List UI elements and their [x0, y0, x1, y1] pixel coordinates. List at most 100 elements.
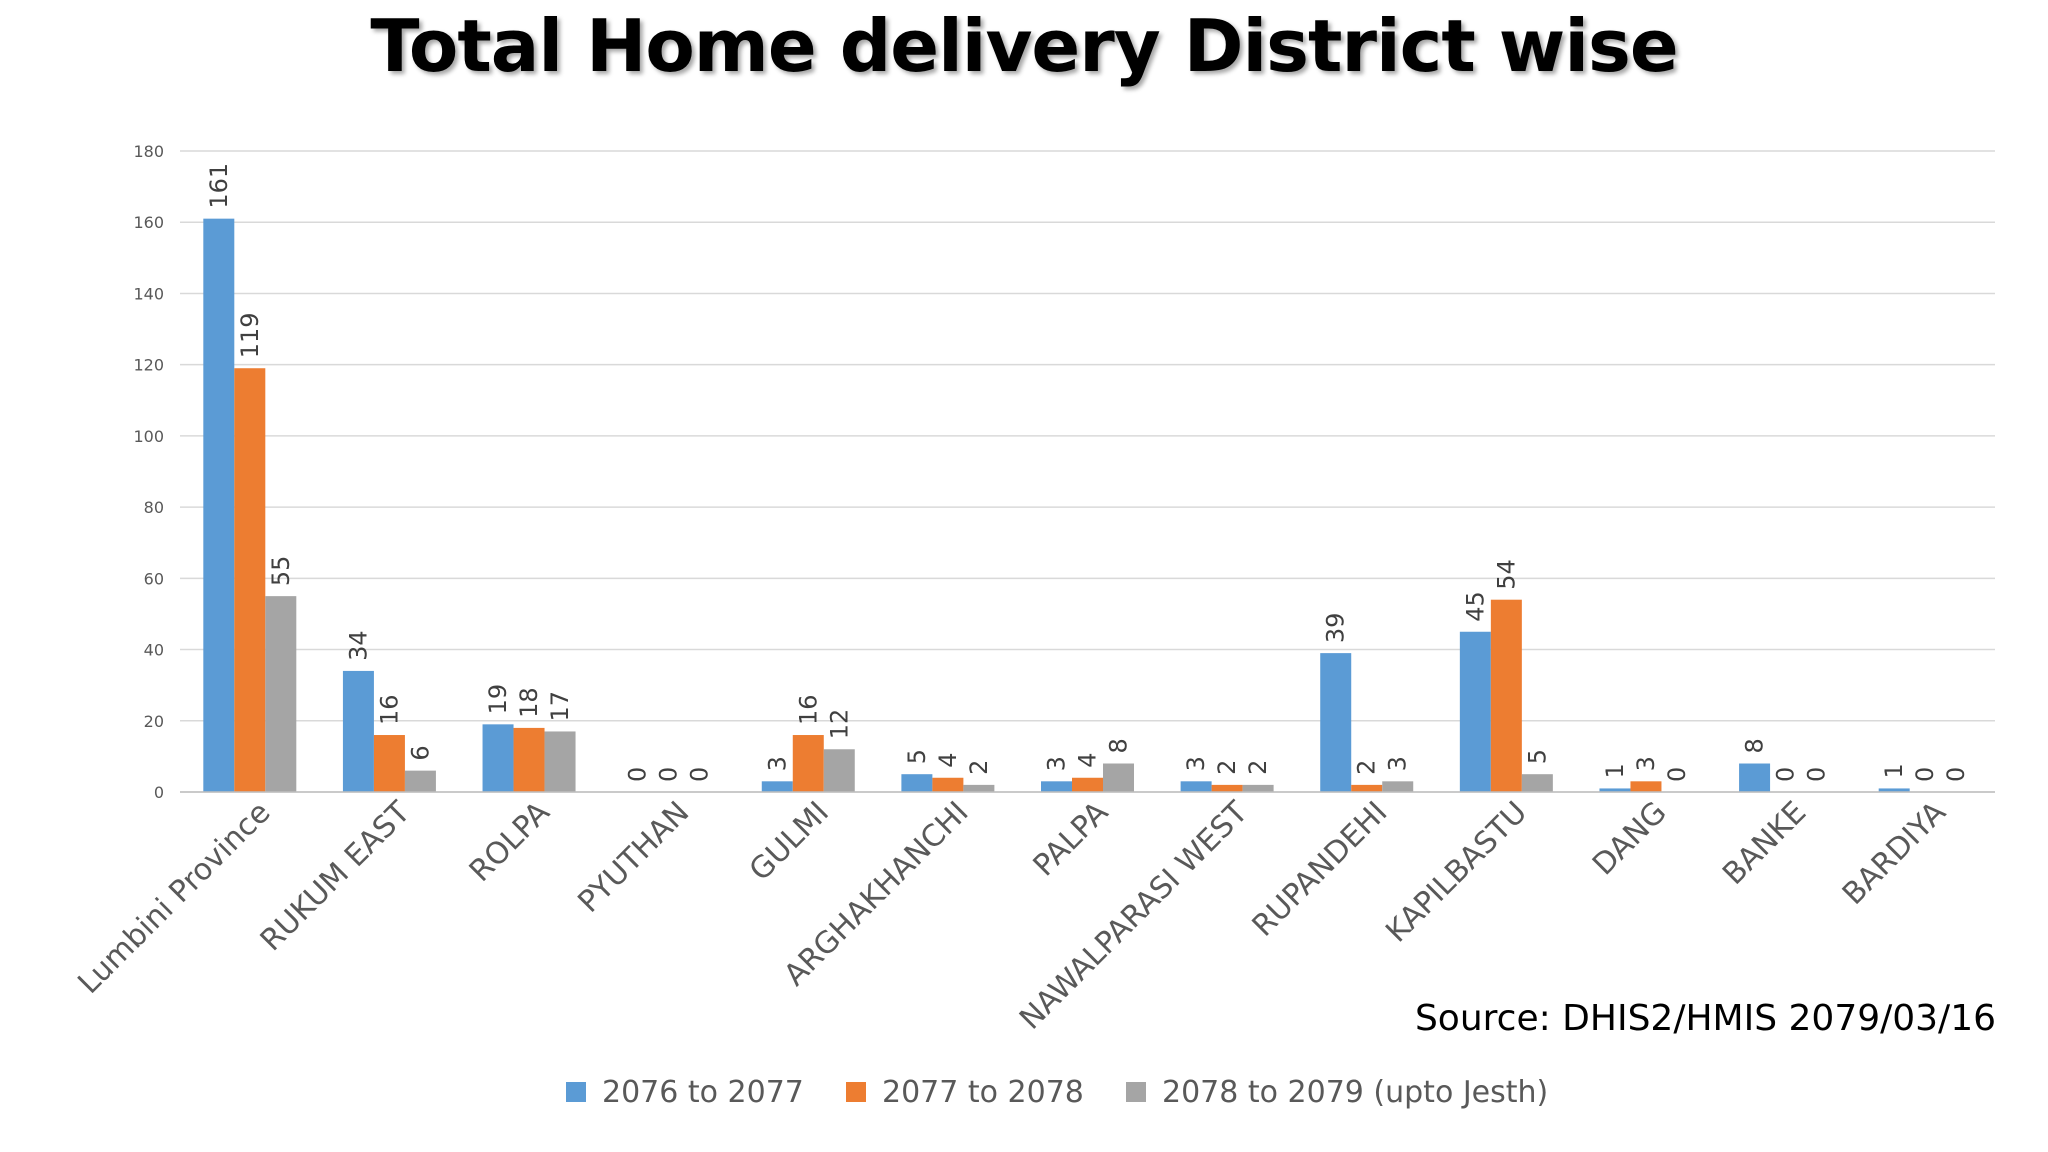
- x-tick-label: DANG: [1586, 795, 1674, 883]
- data-label: 2: [1244, 760, 1272, 775]
- x-tick-label: PYUTHAN: [571, 795, 696, 920]
- bar: [823, 749, 855, 792]
- bar: [1382, 781, 1414, 792]
- bar: [1459, 631, 1491, 792]
- data-label: 0: [1911, 767, 1939, 782]
- data-label: 16: [794, 694, 822, 725]
- data-label: 3: [763, 756, 791, 771]
- bar: [1490, 599, 1522, 792]
- data-label: 4: [934, 752, 962, 767]
- bar: [792, 735, 824, 792]
- bar: [1320, 653, 1352, 792]
- x-tick-label: Lumbini Province: [71, 795, 277, 1001]
- y-tick-label: 80: [144, 498, 164, 517]
- bar: [1103, 763, 1134, 792]
- y-tick-label: 120: [133, 356, 164, 375]
- bar: [203, 218, 235, 792]
- source-note: Source: DHIS2/HMIS 2079/03/16: [1414, 998, 1996, 1039]
- x-tick-label: GULMI: [743, 795, 836, 888]
- data-label: 0: [1803, 767, 1831, 782]
- x-tick-label: KAPILBASTU: [1379, 795, 1534, 950]
- data-label: 1: [1880, 763, 1908, 778]
- y-tick-label: 140: [133, 284, 164, 303]
- data-label: 4: [1074, 752, 1102, 767]
- legend-swatch: [846, 1082, 866, 1102]
- bar: [1242, 784, 1274, 792]
- chart-title: Total Home delivery District wise: [370, 4, 1678, 88]
- data-label: 0: [624, 767, 652, 782]
- data-label: 2: [1213, 760, 1241, 775]
- x-tick-label: ROLPA: [463, 795, 557, 889]
- legend-label: 2076 to 2077: [602, 1075, 804, 1110]
- bar: [234, 368, 266, 792]
- data-label: 3: [1632, 756, 1660, 771]
- legend-label: 2078 to 2079 (upto Jesth): [1162, 1075, 1548, 1110]
- y-tick-label: 20: [144, 712, 164, 731]
- bar: [404, 770, 436, 792]
- bar: [1041, 781, 1072, 792]
- data-label: 0: [686, 767, 714, 782]
- x-tick-label: BARDIYA: [1836, 795, 1953, 912]
- bar: [265, 596, 297, 792]
- data-label: 119: [236, 312, 264, 358]
- bar: [1351, 784, 1383, 792]
- y-tick-label: 40: [144, 641, 164, 660]
- bar: [342, 670, 374, 792]
- data-label: 18: [515, 687, 543, 718]
- bar: [1180, 781, 1212, 792]
- bar: [1630, 781, 1662, 792]
- bar: [932, 777, 964, 792]
- y-tick-label: 180: [133, 142, 164, 161]
- bar: [373, 735, 405, 792]
- x-tick-label: PALPA: [1027, 795, 1116, 884]
- legend-swatch: [566, 1082, 586, 1102]
- data-label: 34: [344, 630, 372, 661]
- data-label: 2: [1353, 760, 1381, 775]
- y-tick-label: 100: [133, 427, 164, 446]
- x-tick-label: RUPANDEHI: [1246, 795, 1395, 944]
- data-label: 3: [1384, 756, 1412, 771]
- x-tick-label: NAWALPARASI WEST: [1013, 794, 1255, 1036]
- bar: [963, 784, 995, 792]
- bar: [1739, 763, 1771, 792]
- bar: [1211, 784, 1243, 792]
- x-tick-label: BANKE: [1716, 795, 1813, 892]
- data-label: 8: [1741, 738, 1769, 753]
- bar: [482, 724, 514, 792]
- data-label: 0: [655, 767, 683, 782]
- data-label: 12: [825, 709, 853, 740]
- y-tick-label: 60: [144, 569, 164, 588]
- bar: [544, 731, 576, 792]
- bar: [1878, 788, 1910, 792]
- y-tick-label: 0: [154, 783, 164, 802]
- data-label: 8: [1105, 738, 1133, 753]
- data-label: 161: [205, 163, 233, 209]
- data-label: 3: [1043, 756, 1071, 771]
- data-label: 3: [1182, 756, 1210, 771]
- bar: [1521, 774, 1553, 792]
- data-label: 45: [1461, 591, 1489, 622]
- legend-label: 2077 to 2078: [882, 1075, 1084, 1110]
- data-label: 2: [965, 760, 993, 775]
- bar: [761, 781, 793, 792]
- data-label: 19: [484, 684, 512, 715]
- data-label: 5: [903, 749, 931, 764]
- bar: [513, 727, 545, 792]
- data-label: 5: [1523, 749, 1551, 764]
- bar: [1072, 777, 1103, 792]
- x-tick-label: RUKUM EAST: [254, 794, 418, 958]
- data-label: 54: [1492, 559, 1520, 590]
- data-label: 39: [1322, 613, 1350, 644]
- data-label: 6: [406, 745, 434, 760]
- data-label: 0: [1942, 767, 1970, 782]
- data-label: 0: [1663, 767, 1691, 782]
- bar: [901, 774, 933, 792]
- legend-swatch: [1126, 1082, 1146, 1102]
- data-label: 16: [375, 694, 403, 725]
- data-label: 17: [546, 691, 574, 722]
- data-label: 55: [267, 556, 295, 587]
- data-label: 0: [1772, 767, 1800, 782]
- bar: [1599, 788, 1631, 792]
